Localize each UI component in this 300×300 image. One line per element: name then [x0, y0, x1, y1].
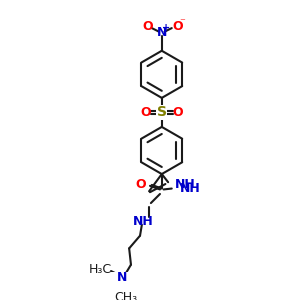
Text: H₃C: H₃C	[88, 263, 112, 276]
Text: O: O	[136, 178, 146, 190]
Text: O: O	[140, 106, 151, 119]
Text: O: O	[173, 106, 183, 119]
Text: N: N	[117, 271, 127, 284]
Text: NH: NH	[180, 182, 201, 195]
Text: S: S	[157, 105, 167, 119]
Text: ⁻: ⁻	[179, 17, 185, 27]
Text: O: O	[142, 20, 153, 33]
Text: O: O	[172, 20, 182, 33]
Text: N: N	[157, 26, 167, 39]
Text: NH: NH	[133, 215, 154, 228]
Text: +: +	[162, 23, 170, 33]
Text: NH: NH	[175, 178, 195, 191]
Text: CH₃: CH₃	[114, 291, 137, 300]
